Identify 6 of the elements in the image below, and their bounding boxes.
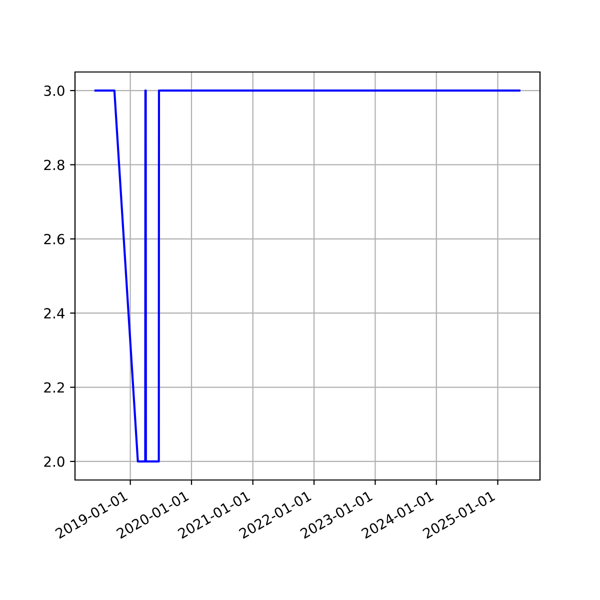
y-tick-label: 2.8 [44, 160, 64, 170]
y-tick-label: 3.0 [44, 86, 64, 96]
y-tick-label: 2.0 [44, 456, 64, 467]
y-tick-label: 2.4 [44, 308, 64, 318]
y-tick-label: 2.6 [44, 234, 64, 244]
y-tick-label: 2.2 [44, 382, 64, 393]
